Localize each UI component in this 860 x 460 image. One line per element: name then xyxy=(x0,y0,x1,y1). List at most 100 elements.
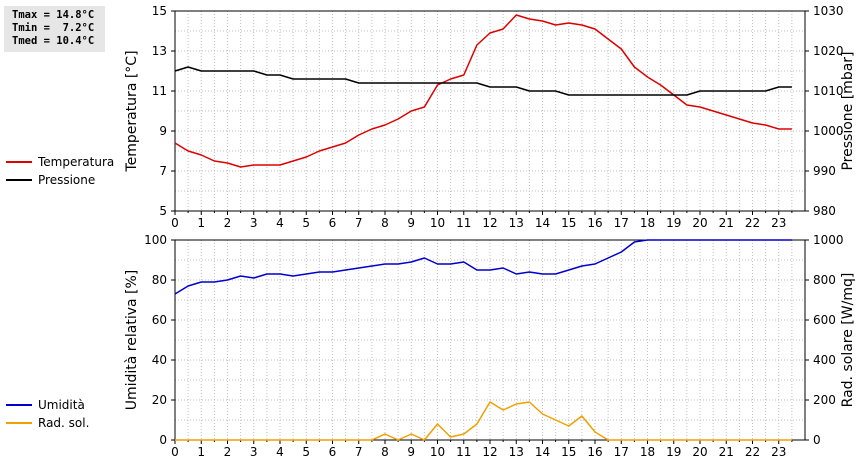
x-tick-label: 19 xyxy=(666,216,681,230)
legend-label-pressione: Pressione xyxy=(38,173,96,187)
x-tick-label: 0 xyxy=(171,445,179,459)
y-tick-label: 0 xyxy=(159,433,167,447)
x-tick-label: 22 xyxy=(745,216,760,230)
y-axis-title: Umidità relativa [%] xyxy=(124,270,140,411)
chart-1 xyxy=(171,239,809,444)
y-tick-label: 7 xyxy=(159,164,167,178)
x-tick-label: 23 xyxy=(771,216,786,230)
legend-item-pressione: Pressione xyxy=(6,171,114,189)
y-tick-label: 11 xyxy=(152,84,167,98)
x-tick-label: 4 xyxy=(276,216,284,230)
y2-tick-label: 0 xyxy=(813,433,821,447)
x-tick-label: 6 xyxy=(329,216,337,230)
x-tick-label: 3 xyxy=(250,216,258,230)
legend-label-umidita: Umidità xyxy=(38,398,85,412)
y-tick-label: 13 xyxy=(152,44,167,58)
x-tick-label: 7 xyxy=(355,445,363,459)
y-tick-label: 20 xyxy=(152,393,167,407)
y-tick-label: 80 xyxy=(152,273,167,287)
x-tick-label: 10 xyxy=(430,216,445,230)
series-line-rad-sol- xyxy=(175,401,792,441)
x-tick-label: 2 xyxy=(224,445,232,459)
x-tick-label: 18 xyxy=(640,216,655,230)
y-tick-label: 15 xyxy=(152,4,167,18)
stats-tmin: Tmin = 7.2°C xyxy=(12,22,95,34)
x-tick-label: 15 xyxy=(561,216,576,230)
series-line-temperatura xyxy=(174,14,792,168)
stats-tmax: Tmax = 14.8°C xyxy=(12,9,95,21)
x-tick-label: 13 xyxy=(509,216,524,230)
x-tick-label: 6 xyxy=(329,445,337,459)
x-tick-label: 16 xyxy=(587,445,602,459)
x-tick-label: 2 xyxy=(224,216,232,230)
legend-swatch-umidita xyxy=(6,404,32,406)
x-tick-label: 3 xyxy=(250,445,258,459)
series-line-pressione xyxy=(174,66,792,96)
y2-tick-label: 1010 xyxy=(813,84,844,98)
y2-tick-label: 800 xyxy=(813,273,836,287)
y2-tick-label: 1000 xyxy=(813,124,844,138)
x-tick-label: 13 xyxy=(509,445,524,459)
x-tick-label: 4 xyxy=(276,445,284,459)
x-tick-label: 11 xyxy=(456,445,471,459)
y2-tick-label: 400 xyxy=(813,353,836,367)
y2-axis-title: Pressione [mbar] xyxy=(840,51,856,170)
x-tick-label: 20 xyxy=(692,216,707,230)
legend-label-radsol: Rad. sol. xyxy=(38,416,90,430)
stats-tmed: Tmed = 10.4°C xyxy=(12,35,95,47)
y-axis-title: Temperatura [°C] xyxy=(124,50,140,172)
y2-axis-title: Rad. solare [W/mq] xyxy=(840,273,856,408)
y-tick-label: 100 xyxy=(144,233,167,247)
x-tick-label: 9 xyxy=(407,216,415,230)
x-tick-label: 14 xyxy=(535,216,550,230)
x-tick-label: 21 xyxy=(719,445,734,459)
y2-tick-label: 1020 xyxy=(813,44,844,58)
x-tick-label: 16 xyxy=(587,216,602,230)
legend-label-temperatura: Temperatura xyxy=(38,155,115,169)
y2-tick-label: 1000 xyxy=(813,233,844,247)
y-tick-label: 5 xyxy=(159,204,167,218)
x-tick-label: 17 xyxy=(614,216,629,230)
x-tick-label: 18 xyxy=(640,445,655,459)
x-tick-label: 12 xyxy=(482,216,497,230)
x-tick-label: 5 xyxy=(302,445,310,459)
x-tick-label: 21 xyxy=(719,216,734,230)
stats-box: Tmax = 14.8°C Tmin = 7.2°C Tmed = 10.4°C xyxy=(4,6,105,52)
x-tick-label: 20 xyxy=(692,445,707,459)
x-tick-label: 11 xyxy=(456,216,471,230)
x-tick-label: 15 xyxy=(561,445,576,459)
y2-tick-label: 1030 xyxy=(813,4,844,18)
x-tick-label: 17 xyxy=(614,445,629,459)
y2-tick-label: 600 xyxy=(813,313,836,327)
series-line-umidit- xyxy=(174,239,792,295)
legend-swatch-radsol xyxy=(6,422,32,424)
x-tick-label: 1 xyxy=(197,445,205,459)
legend-item-radsol: Rad. sol. xyxy=(6,414,89,432)
y2-tick-label: 200 xyxy=(813,393,836,407)
y-tick-label: 9 xyxy=(159,124,167,138)
legend-item-umidita: Umidità xyxy=(6,396,85,414)
x-tick-label: 8 xyxy=(381,445,389,459)
chart-0 xyxy=(171,10,809,215)
y2-tick-label: 980 xyxy=(813,204,836,218)
legend-swatch-pressione xyxy=(6,179,32,181)
legend-swatch-temperatura xyxy=(6,161,32,163)
legend-item-temperatura: Temperatura xyxy=(6,153,114,171)
x-tick-label: 12 xyxy=(482,445,497,459)
x-tick-label: 0 xyxy=(171,216,179,230)
x-tick-label: 14 xyxy=(535,445,550,459)
legend-top: Temperatura Pressione xyxy=(6,153,114,189)
x-tick-label: 8 xyxy=(381,216,389,230)
x-tick-label: 23 xyxy=(771,445,786,459)
x-tick-label: 1 xyxy=(197,216,205,230)
y-tick-label: 60 xyxy=(152,313,167,327)
x-tick-label: 10 xyxy=(430,445,445,459)
y-tick-label: 40 xyxy=(152,353,167,367)
x-tick-label: 7 xyxy=(355,216,363,230)
x-tick-label: 9 xyxy=(407,445,415,459)
x-tick-label: 19 xyxy=(666,445,681,459)
x-tick-label: 5 xyxy=(302,216,310,230)
y2-tick-label: 990 xyxy=(813,164,836,178)
x-tick-label: 22 xyxy=(745,445,760,459)
